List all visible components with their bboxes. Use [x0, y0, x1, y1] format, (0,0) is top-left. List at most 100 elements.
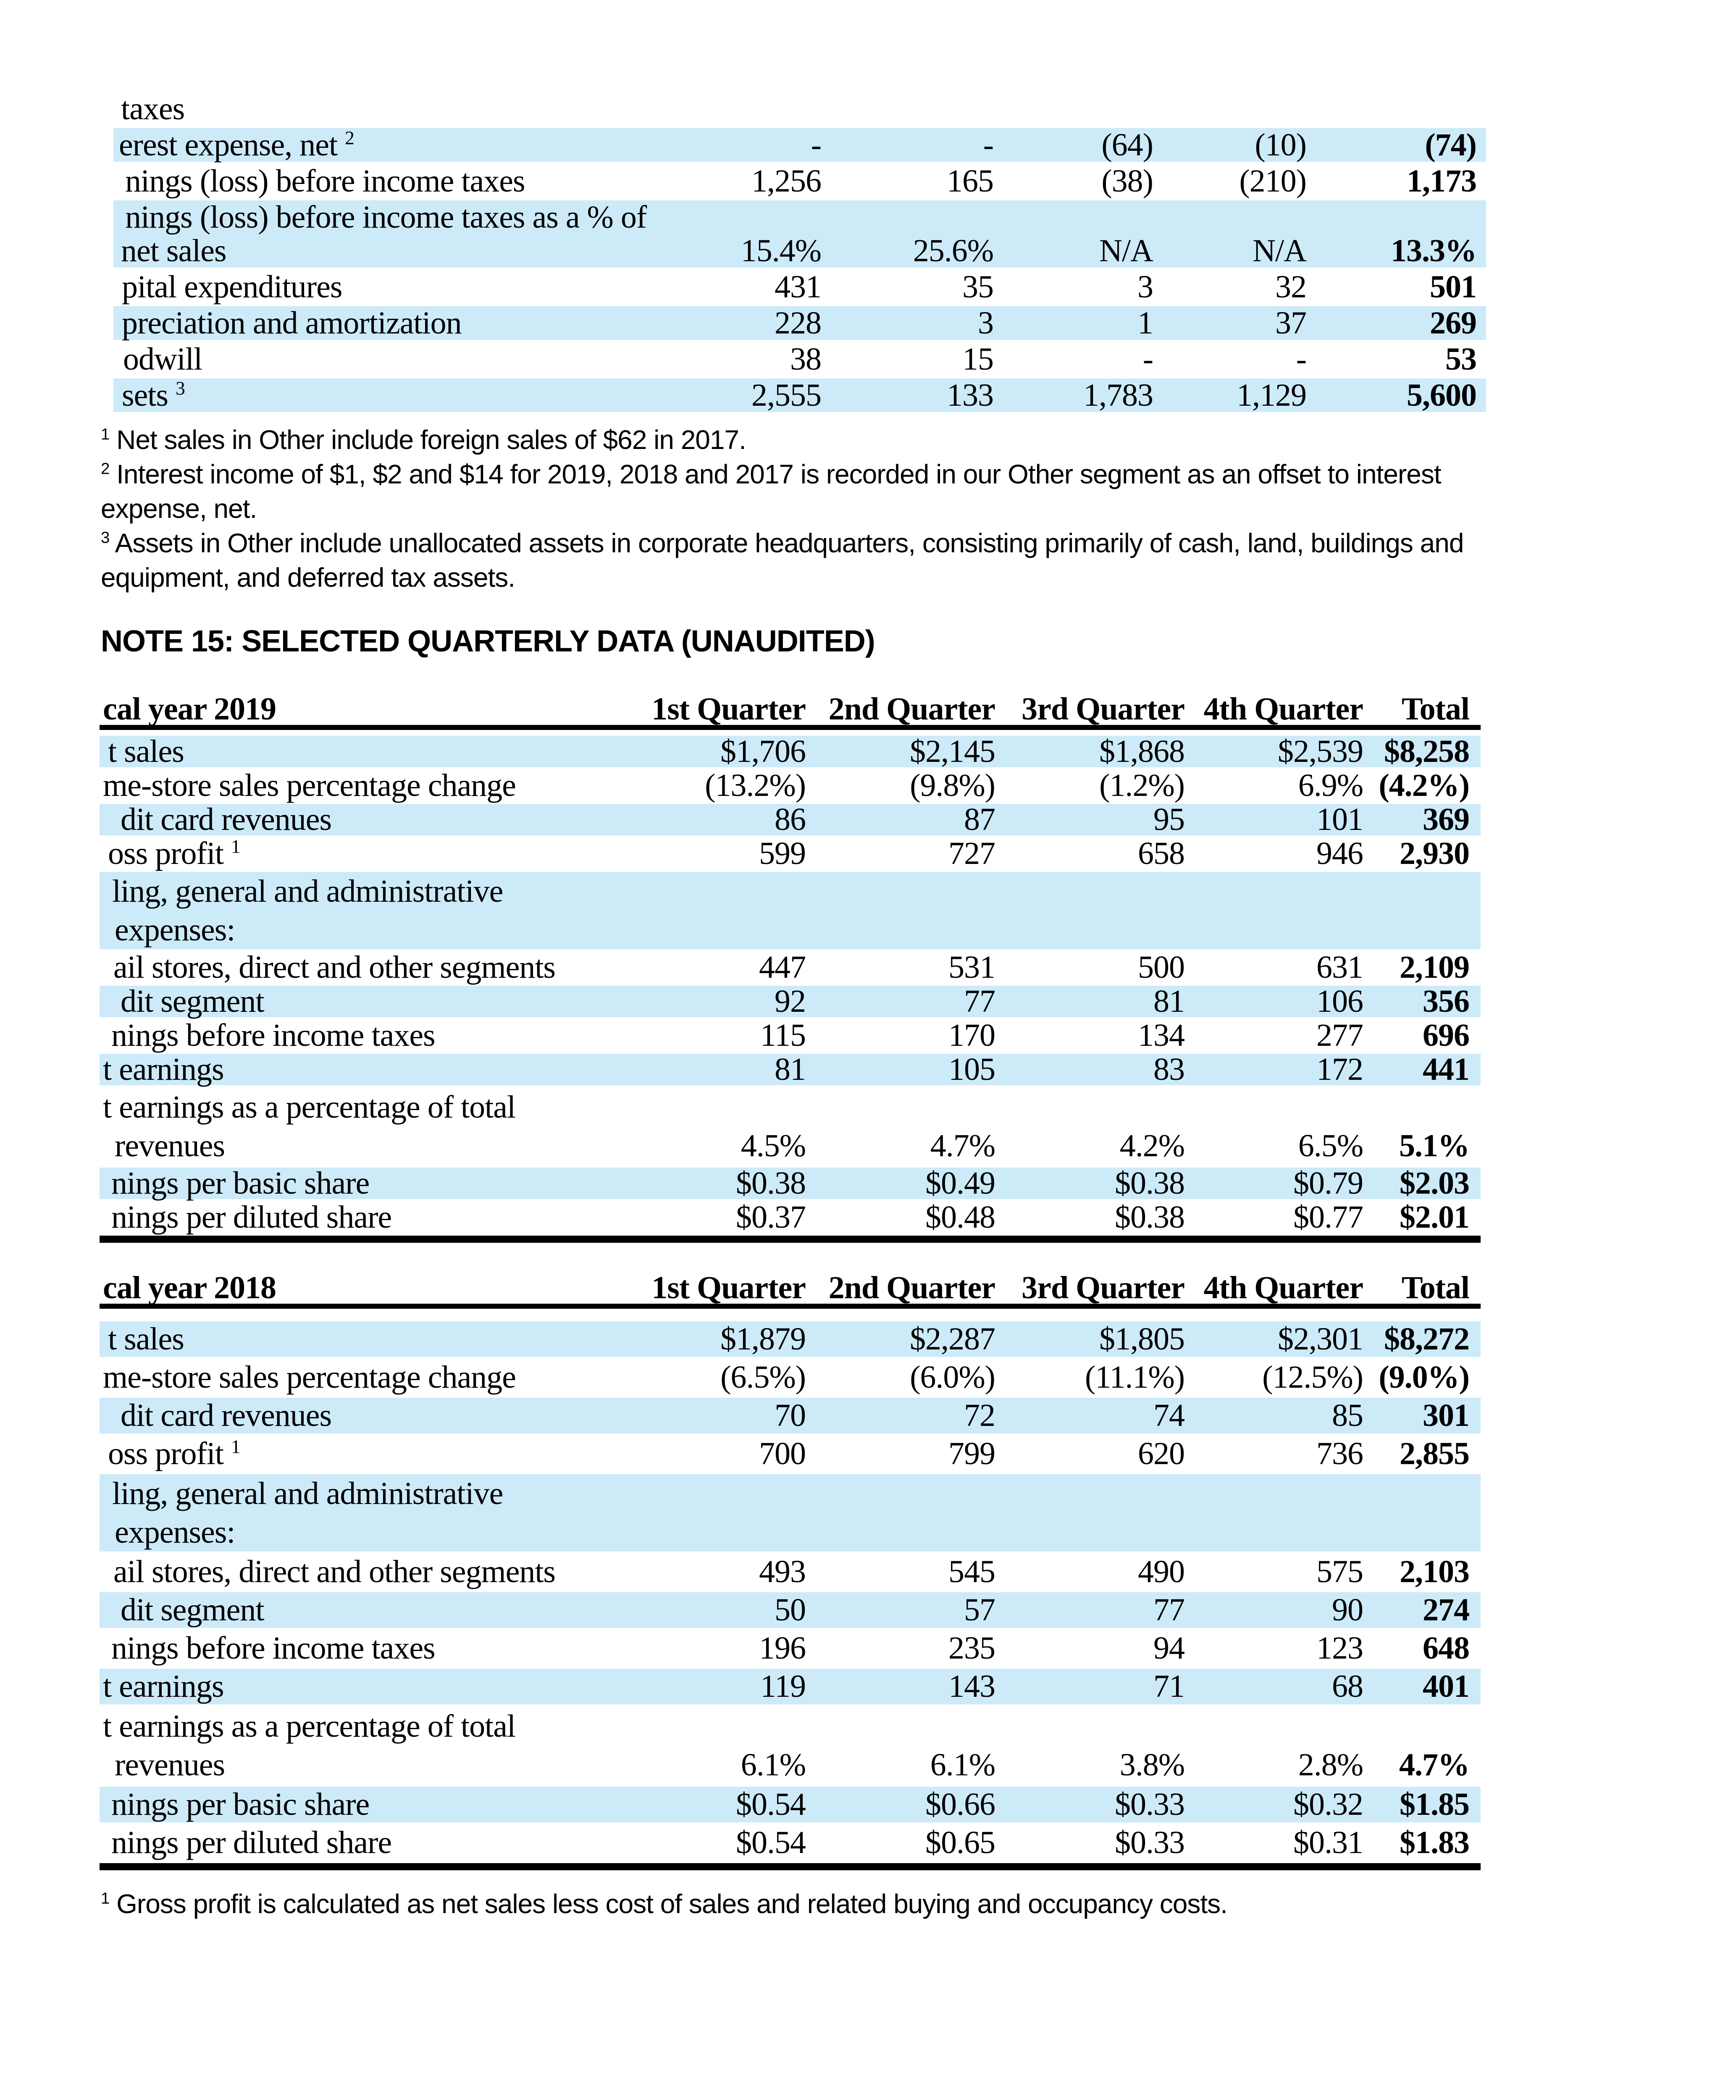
row-label: t sales	[100, 735, 616, 767]
cell-value: $0.31	[1293, 1825, 1363, 1860]
cell-value: 37	[1275, 305, 1307, 341]
row-label: t sales	[100, 1322, 616, 1357]
row-label: ling, general and administrative expenses…	[100, 1474, 616, 1551]
table-row: me-store sales percentage change (13.2%) (…	[100, 768, 1481, 803]
cell-value: N/A	[1253, 233, 1307, 268]
cell-value: $0.54	[736, 1787, 806, 1822]
row-label-text: dit segment	[121, 1592, 265, 1628]
cell-value: 631	[1316, 950, 1363, 985]
cell-value: 4.7%	[930, 1128, 995, 1163]
table-row: nings (loss) before income taxes as a % …	[113, 200, 1486, 268]
table-row: erest expense, net 2 - - (64) (10) (74)	[113, 128, 1486, 162]
table-row: nings before income taxes 196 235 94 123 648	[100, 1630, 1481, 1666]
row-label: t earnings	[100, 1669, 616, 1704]
row-label-text: t earnings as a percentage of total	[103, 1089, 516, 1125]
cell-value: (210)	[1239, 163, 1307, 199]
cell-value: (4.2%)	[1379, 768, 1470, 803]
footnote-text: Net sales in Other include foreign sales…	[116, 425, 746, 455]
row-label: nings before income taxes	[100, 1631, 616, 1666]
footnote-marker: 2	[345, 127, 355, 149]
cell-value: N/A	[1099, 233, 1153, 268]
cell-value: 301	[1423, 1398, 1470, 1433]
table-row: taxes	[113, 92, 1486, 126]
cell-value: 101	[1316, 802, 1363, 837]
row-label: odwill	[113, 343, 643, 375]
table-row: preciation and amortization 228 3 1 37 269	[113, 306, 1486, 340]
row-label: ail stores, direct and other segments	[100, 950, 616, 985]
row-label-text: nings per diluted share	[111, 1825, 392, 1860]
cell-value: 441	[1423, 1052, 1470, 1087]
footnote-marker: 1	[231, 835, 241, 857]
cell-value: 235	[948, 1630, 995, 1666]
table-bottom-rule	[100, 1236, 1481, 1243]
column-header: 1st Quarter	[651, 1270, 806, 1305]
cell-value: 500	[1138, 950, 1185, 985]
table-row: oss profit 1 700 799 620 736 2,855	[100, 1436, 1481, 1472]
row-label-text: nings before income taxes	[111, 1630, 436, 1666]
cell-value: (6.5%)	[720, 1360, 806, 1395]
cell-value: $2.03	[1400, 1166, 1470, 1201]
cell-value: 94	[1153, 1630, 1185, 1666]
row-label: oss profit 1	[100, 835, 616, 871]
cell-value: $0.38	[736, 1166, 806, 1201]
cell-value: $1,879	[720, 1321, 806, 1357]
cell-value: 1,173	[1407, 163, 1477, 199]
cell-value: 165	[947, 163, 994, 199]
cell-value: -	[811, 127, 822, 163]
row-label-text: me-store sales percentage change	[103, 1360, 516, 1395]
cell-value: $0.33	[1115, 1787, 1185, 1822]
footnote-text: Assets in Other include unallocated asse…	[115, 528, 1464, 558]
cell-value: 1,783	[1083, 378, 1153, 413]
cell-value: (12.5%)	[1262, 1360, 1363, 1395]
cell-value: 3.8%	[1119, 1747, 1185, 1782]
cell-value: 493	[759, 1554, 806, 1589]
footnote-line: expense, net.	[101, 491, 1463, 526]
segment-footnotes: 1 Net sales in Other include foreign sal…	[101, 423, 1464, 595]
row-label-text: revenues	[115, 1128, 225, 1163]
table-row: dit segment 50 57 77 90 274	[100, 1592, 1481, 1628]
row-label-text: t earnings	[103, 1669, 224, 1704]
column-header: 2nd Quarter	[828, 1270, 995, 1305]
cell-value: 4.2%	[1119, 1128, 1185, 1163]
table-row: t earnings as a percentage of total reven…	[100, 1707, 1481, 1784]
gross-profit-footnote: 1 Gross profit is calculated as net sale…	[101, 1887, 1228, 1921]
cell-value: $0.54	[736, 1825, 806, 1860]
cell-value: $8,258	[1384, 734, 1470, 769]
row-label-text: preciation and amortization	[122, 305, 462, 341]
row-label-text: ail stores, direct and other segments	[113, 950, 556, 985]
row-label-text: t sales	[108, 1321, 184, 1357]
cell-value: 620	[1138, 1436, 1185, 1471]
cell-value: 123	[1316, 1630, 1363, 1666]
table-bottom-rule	[100, 1863, 1481, 1870]
cell-value: 3	[1137, 269, 1153, 304]
table-row: nings per basic share $0.54 $0.66 $0.33 $0.3…	[100, 1787, 1481, 1822]
cell-value: 15	[962, 341, 994, 377]
cell-value: 53	[1445, 341, 1477, 377]
row-label: dit card revenues	[100, 1398, 616, 1433]
cell-value: 2,855	[1400, 1436, 1470, 1471]
table-row: sets 3 2,555 133 1,783 1,129 5,600	[113, 378, 1486, 412]
row-label: nings per basic share	[100, 1787, 616, 1822]
cell-value: 799	[948, 1436, 995, 1471]
cell-value: (1.2%)	[1099, 768, 1185, 803]
row-label: me-store sales percentage change	[100, 769, 616, 801]
row-label-text: sets	[122, 378, 168, 413]
cell-value: 1,129	[1237, 378, 1307, 413]
table-row: dit segment 92 77 81 106 356	[100, 985, 1481, 1017]
table-row: dit card revenues 86 87 95 101 369	[100, 802, 1481, 837]
row-label-text: oss profit	[108, 836, 224, 871]
cell-value: 1	[1137, 305, 1153, 341]
table-row: ling, general and administrative expenses…	[100, 872, 1481, 949]
row-label: nings before income taxes	[100, 1019, 616, 1051]
cell-value: 228	[775, 305, 822, 341]
cell-value: -	[1142, 341, 1153, 377]
footnote-text: Interest income of $1, $2 and $14 for 20…	[116, 459, 1441, 489]
cell-value: 531	[948, 950, 995, 985]
table-row: nings (loss) before income taxes 1,256 165…	[113, 164, 1486, 198]
cell-value: 85	[1332, 1398, 1363, 1433]
row-label: nings per diluted share	[100, 1825, 616, 1860]
cell-value: 431	[775, 269, 822, 304]
cell-value: 77	[1153, 1592, 1185, 1628]
table-row: t sales $1,879 $2,287 $1,805 $2,301 $8,272	[100, 1321, 1481, 1357]
cell-value: -	[1296, 341, 1307, 377]
